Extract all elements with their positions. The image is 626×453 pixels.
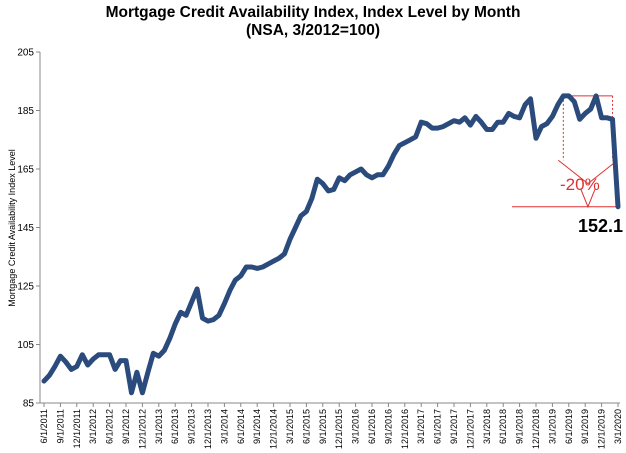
chart-subtitle: (NSA, 3/2012=100) xyxy=(246,22,380,39)
y-axis-ticks: 85 105 125 145 165 185 205 xyxy=(17,48,40,410)
x-tick-label: 6/1/2012 xyxy=(105,409,115,444)
chart-title: Mortgage Credit Availability Index, Inde… xyxy=(105,4,521,21)
x-tick-label: 3/1/2013 xyxy=(154,409,164,444)
x-tick-label: 9/1/2017 xyxy=(449,409,459,444)
y-tick-label: 125 xyxy=(17,282,34,293)
x-tick-label: 3/1/2018 xyxy=(482,409,492,444)
x-tick-label: 3/1/2016 xyxy=(351,409,361,444)
chart-title-block: Mortgage Credit Availability Index, Inde… xyxy=(0,4,626,40)
x-tick-label: 6/1/2013 xyxy=(170,409,180,444)
y-tick-label: 105 xyxy=(17,340,34,351)
x-tick-label: 6/1/2015 xyxy=(301,409,311,444)
x-tick-label: 12/1/2015 xyxy=(334,409,344,449)
x-tick-label: 12/1/2019 xyxy=(597,409,607,449)
x-tick-label: 9/1/2019 xyxy=(580,409,590,444)
y-tick-label: 145 xyxy=(17,223,34,234)
x-tick-label: 3/1/2017 xyxy=(416,409,426,444)
x-tick-label: 9/1/2018 xyxy=(515,409,525,444)
x-tick-label: 12/1/2016 xyxy=(400,409,410,449)
x-tick-label: 3/1/2015 xyxy=(285,409,295,444)
pct-change-label: -20% xyxy=(560,175,600,194)
y-tick-label: 85 xyxy=(23,399,35,410)
y-tick-label: 165 xyxy=(17,165,34,176)
x-tick-label: 9/1/2015 xyxy=(318,409,328,444)
x-tick-label: 6/1/2017 xyxy=(433,409,443,444)
x-tick-label: 12/1/2018 xyxy=(531,409,541,449)
x-tick-label: 6/1/2016 xyxy=(367,409,377,444)
x-tick-label: 9/1/2014 xyxy=(252,409,262,444)
x-tick-label: 12/1/2011 xyxy=(72,409,82,448)
x-axis-ticks: 6/1/2011 9/1/2011 12/1/2011 3/1/2012 6/1/201… xyxy=(39,403,623,449)
x-tick-label: 12/1/2013 xyxy=(203,409,213,449)
series-line-mcai xyxy=(41,93,621,396)
y-axis-label: Mortgage Credit Availability Index Level xyxy=(7,149,17,306)
x-tick-label: 9/1/2012 xyxy=(121,409,131,444)
x-tick-label: 9/1/2016 xyxy=(383,409,393,444)
x-tick-label: 3/1/2012 xyxy=(88,409,98,444)
x-tick-label: 9/1/2011 xyxy=(55,409,65,443)
x-tick-label: 9/1/2013 xyxy=(187,409,197,444)
x-tick-label: 12/1/2012 xyxy=(137,409,147,449)
x-tick-label: 6/1/2011 xyxy=(39,409,49,443)
x-tick-label: 6/1/2019 xyxy=(564,409,574,444)
x-tick-label: 6/1/2018 xyxy=(498,409,508,444)
drop-arrow-upper xyxy=(558,159,618,185)
x-tick-label: 12/1/2014 xyxy=(269,409,279,449)
x-tick-label: 3/1/2019 xyxy=(547,409,557,444)
x-tick-label: 6/1/2014 xyxy=(236,409,246,444)
y-tick-label: 205 xyxy=(17,48,34,59)
x-tick-label: 3/1/2014 xyxy=(219,409,229,444)
y-tick-label: 185 xyxy=(17,106,34,117)
x-tick-label: 3/1/2020 xyxy=(613,409,623,444)
end-value-label: 152.1 xyxy=(578,216,623,236)
x-tick-label: 12/1/2017 xyxy=(465,409,475,449)
